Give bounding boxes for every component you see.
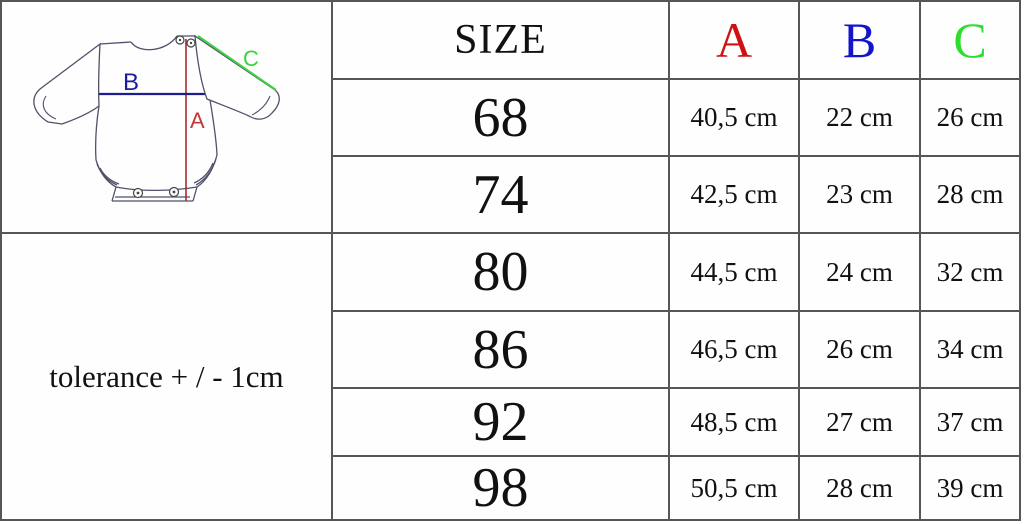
diagram-label-a: A	[190, 108, 205, 133]
measurement-c-cell: 39 cm	[921, 457, 1019, 519]
measurement-a-cell: 40,5 cm	[670, 80, 798, 155]
size-cell: 92	[333, 389, 668, 455]
measurement-a-cell: 44,5 cm	[670, 234, 798, 310]
measurement-b-cell: 22 cm	[800, 80, 919, 155]
cuff-lines	[42, 95, 271, 120]
measurement-a-cell: 48,5 cm	[670, 389, 798, 455]
measurement-b-cell: 23 cm	[800, 157, 919, 232]
header-size: SIZE	[333, 2, 668, 78]
measurement-c-cell: 37 cm	[921, 389, 1019, 455]
measurement-c-cell: 34 cm	[921, 312, 1019, 387]
baby-bodysuit-diagram-icon: B A C	[33, 34, 280, 202]
tolerance-note: tolerance + / - 1cm	[2, 234, 331, 519]
measurement-a-cell: 46,5 cm	[670, 312, 798, 387]
measurement-a-cell: 42,5 cm	[670, 157, 798, 232]
measurement-c-cell: 28 cm	[921, 157, 1019, 232]
header-a: A	[670, 2, 798, 78]
header-c: C	[921, 2, 1019, 78]
size-cell: 98	[333, 457, 668, 519]
measurement-line-c	[197, 35, 277, 91]
size-cell: 74	[333, 157, 668, 232]
size-cell: 68	[333, 80, 668, 155]
measurement-b-cell: 28 cm	[800, 457, 919, 519]
measurement-b-cell: 26 cm	[800, 312, 919, 387]
size-cell: 86	[333, 312, 668, 387]
measurement-c-cell: 26 cm	[921, 80, 1019, 155]
diagram-label-c: C	[243, 46, 259, 71]
measurement-b-cell: 24 cm	[800, 234, 919, 310]
measurement-a-cell: 50,5 cm	[670, 457, 798, 519]
measurement-b-cell: 27 cm	[800, 389, 919, 455]
bodysuit-sleeves	[33, 34, 280, 125]
measurement-c-cell: 32 cm	[921, 234, 1019, 310]
snap-button-dots	[136, 38, 193, 195]
size-cell: 80	[333, 234, 668, 310]
diagram-label-b: B	[123, 69, 139, 96]
diagram-panel: B A C	[2, 2, 331, 232]
header-b: B	[800, 2, 919, 78]
